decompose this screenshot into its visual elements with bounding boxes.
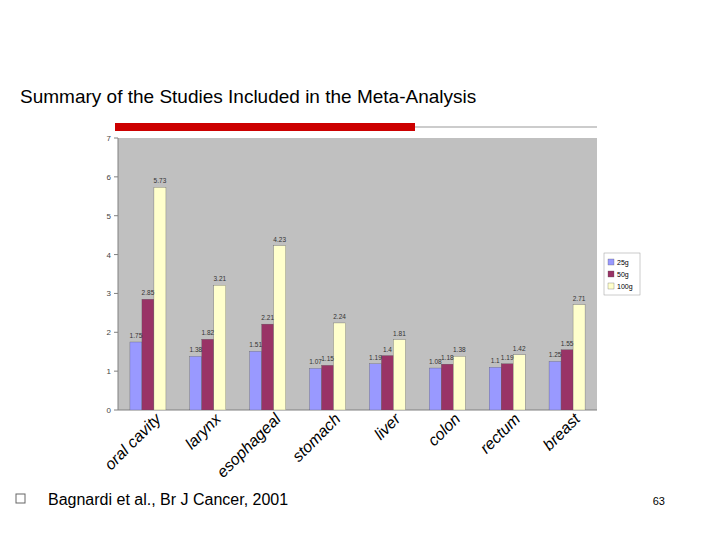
bar xyxy=(489,367,501,410)
bar xyxy=(154,187,166,410)
legend-label: 100g xyxy=(617,283,633,291)
bar xyxy=(441,364,453,410)
data-label: 1.38 xyxy=(189,346,202,353)
x-tick-label: stomach xyxy=(289,410,344,465)
bar xyxy=(130,342,142,410)
legend-swatch xyxy=(608,259,614,265)
bar xyxy=(142,299,154,410)
data-label: 1.18 xyxy=(441,354,454,361)
data-label: 2.71 xyxy=(573,295,586,302)
data-label: 3.21 xyxy=(213,275,226,282)
data-label: 5.73 xyxy=(154,177,167,184)
y-tick xyxy=(114,332,118,333)
x-tick-label: liver xyxy=(371,410,404,443)
bars xyxy=(130,187,585,410)
data-label: 1.19 xyxy=(369,354,382,361)
y-tick xyxy=(114,293,118,294)
y-tick xyxy=(114,254,118,255)
legend-box xyxy=(604,253,640,295)
x-tick-label: oral cavity xyxy=(101,409,165,473)
bar xyxy=(573,305,585,410)
y-tick-label: 1 xyxy=(107,367,112,376)
x-tick-label: larynx xyxy=(182,409,225,452)
data-label: 1.19 xyxy=(501,354,514,361)
bar xyxy=(310,368,322,410)
data-label: 1.15 xyxy=(321,355,334,362)
data-label: 1.1 xyxy=(491,357,500,364)
y-tick-label: 5 xyxy=(107,212,112,221)
x-tick-label: breast xyxy=(540,410,584,454)
bar xyxy=(501,364,513,410)
y-tick-label: 4 xyxy=(107,251,112,260)
bar xyxy=(453,356,465,410)
y-tick-label: 0 xyxy=(107,406,112,415)
y-tick xyxy=(114,176,118,177)
legend-label: 25g xyxy=(617,259,629,267)
slide: Summary of the Studies Included in the M… xyxy=(0,0,720,540)
bar xyxy=(334,323,346,410)
y-tick-label: 2 xyxy=(107,328,112,337)
bar xyxy=(549,361,561,410)
data-label: 1.42 xyxy=(513,345,526,352)
y-tick-label: 7 xyxy=(107,134,112,143)
bar xyxy=(262,324,274,410)
bar xyxy=(250,351,262,410)
data-label: 4.23 xyxy=(273,236,286,243)
x-tick-label: colon xyxy=(424,410,463,449)
bar xyxy=(322,365,334,410)
x-tick-label: rectum xyxy=(477,410,524,457)
plot-area xyxy=(118,138,597,410)
y-tick xyxy=(114,410,118,411)
y-tick xyxy=(114,215,118,216)
bar xyxy=(369,364,381,410)
bar xyxy=(429,368,441,410)
y-tick-label: 6 xyxy=(107,173,112,182)
data-label: 1.75 xyxy=(130,332,143,339)
y-axis xyxy=(118,138,119,410)
data-label: 2.21 xyxy=(261,314,274,321)
data-label: 1.55 xyxy=(561,340,574,347)
source: Bagnardi et al., Br J Cancer, 2001 xyxy=(48,491,288,508)
bar xyxy=(381,356,393,410)
data-labels: 1.752.855.731.381.823.211.512.214.231.07… xyxy=(130,177,586,365)
x-tick-label: esophageal xyxy=(213,410,284,481)
page-number: 63 xyxy=(653,495,665,507)
bar xyxy=(513,355,525,410)
data-label: 2.85 xyxy=(142,289,155,296)
bar xyxy=(202,339,214,410)
canvas: Summary of the Studies Included in the M… xyxy=(0,0,720,540)
legend-label: 50g xyxy=(617,271,629,279)
y-tick xyxy=(114,371,118,372)
title: Summary of the Studies Included in the M… xyxy=(20,86,476,107)
data-label: 1.51 xyxy=(249,341,262,348)
legend-swatch xyxy=(608,271,614,277)
y-tick-label: 3 xyxy=(107,289,112,298)
legend: 25g 50g 100g xyxy=(604,253,640,295)
bar xyxy=(214,285,226,410)
accent-bar xyxy=(115,123,415,131)
bar xyxy=(274,246,286,410)
data-label: 1.38 xyxy=(453,346,466,353)
data-label: 2.24 xyxy=(333,313,346,320)
y-tick xyxy=(114,138,118,139)
legend-swatch xyxy=(608,283,614,289)
data-label: 1.82 xyxy=(201,329,214,336)
bar xyxy=(190,356,202,410)
data-label: 1.4 xyxy=(383,346,392,353)
background xyxy=(0,0,720,540)
bar xyxy=(393,340,405,410)
chart-area xyxy=(95,133,650,418)
bar xyxy=(561,350,573,410)
bullet xyxy=(16,494,25,503)
data-label: 1.25 xyxy=(549,351,562,358)
data-label: 1.81 xyxy=(393,330,406,337)
